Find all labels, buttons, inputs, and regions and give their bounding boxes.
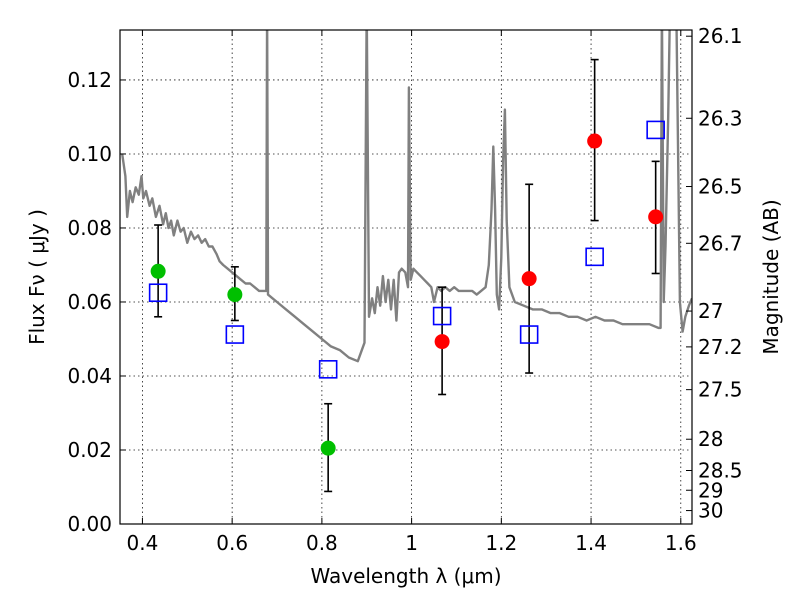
spectrum-line bbox=[121, 30, 692, 363]
model-square-marker bbox=[585, 247, 604, 267]
x-axis-title: Wavelength λ (μm) bbox=[310, 564, 501, 588]
data-point bbox=[434, 334, 450, 350]
data-point bbox=[521, 271, 537, 287]
y2-tick-label: 27.2 bbox=[698, 335, 743, 359]
y2-tick-label: 28.5 bbox=[698, 459, 743, 483]
y-tick-label: 0.04 bbox=[67, 364, 112, 388]
x-tick-label: 0.6 bbox=[216, 531, 248, 555]
y2-axis-title: Magnitude (AB) bbox=[759, 199, 783, 354]
y-tick-label: 0.02 bbox=[67, 438, 112, 462]
model-square-marker bbox=[432, 306, 452, 326]
y2-tick-label: 26.3 bbox=[698, 106, 743, 130]
y-tick-label: 0.08 bbox=[67, 216, 112, 240]
x-tick-label: 1 bbox=[405, 531, 418, 555]
y2-tick-label: 28 bbox=[698, 427, 723, 451]
plot-frame bbox=[119, 29, 693, 525]
y-tick-label: 0.00 bbox=[67, 512, 112, 536]
y-axis-title: Flux Fν ( μJy ) bbox=[25, 209, 49, 345]
y2-tick-label: 26.1 bbox=[698, 24, 743, 48]
marker-layer bbox=[148, 58, 665, 493]
y2-tick-label: 29 bbox=[698, 478, 723, 502]
x-tick-label: 1.2 bbox=[485, 531, 517, 555]
y-tick-label: 0.12 bbox=[67, 68, 112, 92]
y-tick-label: 0.10 bbox=[67, 142, 112, 166]
spectrum-layer bbox=[121, 30, 692, 363]
data-point bbox=[150, 263, 166, 279]
y2-tick-label: 27.5 bbox=[698, 378, 743, 402]
data-point bbox=[648, 209, 664, 225]
x-tick-label: 0.4 bbox=[127, 531, 159, 555]
x-tick-label: 0.8 bbox=[306, 531, 338, 555]
model-square-marker bbox=[318, 360, 338, 379]
model-square-marker bbox=[646, 120, 665, 140]
y-tick-label: 0.06 bbox=[67, 290, 112, 314]
y2-tick-label: 30 bbox=[698, 499, 723, 523]
model-square-marker bbox=[225, 325, 245, 344]
x-tick-label: 1.6 bbox=[665, 531, 697, 555]
data-point bbox=[320, 440, 336, 456]
model-square-marker bbox=[519, 325, 539, 344]
model-square-marker bbox=[148, 283, 168, 303]
y2-tick-label: 26.5 bbox=[698, 175, 743, 199]
data-point bbox=[587, 133, 603, 149]
y2-tick-label: 26.7 bbox=[698, 231, 743, 255]
y2-tick-label: 27 bbox=[698, 299, 723, 323]
data-point bbox=[227, 287, 243, 303]
ticks: 0.4 0.6 0.8 1 1.2 1.4 1.6 0.00 0.02 0.04 0.06 0.08 0… bbox=[67, 24, 742, 555]
x-tick-label: 1.4 bbox=[575, 531, 607, 555]
